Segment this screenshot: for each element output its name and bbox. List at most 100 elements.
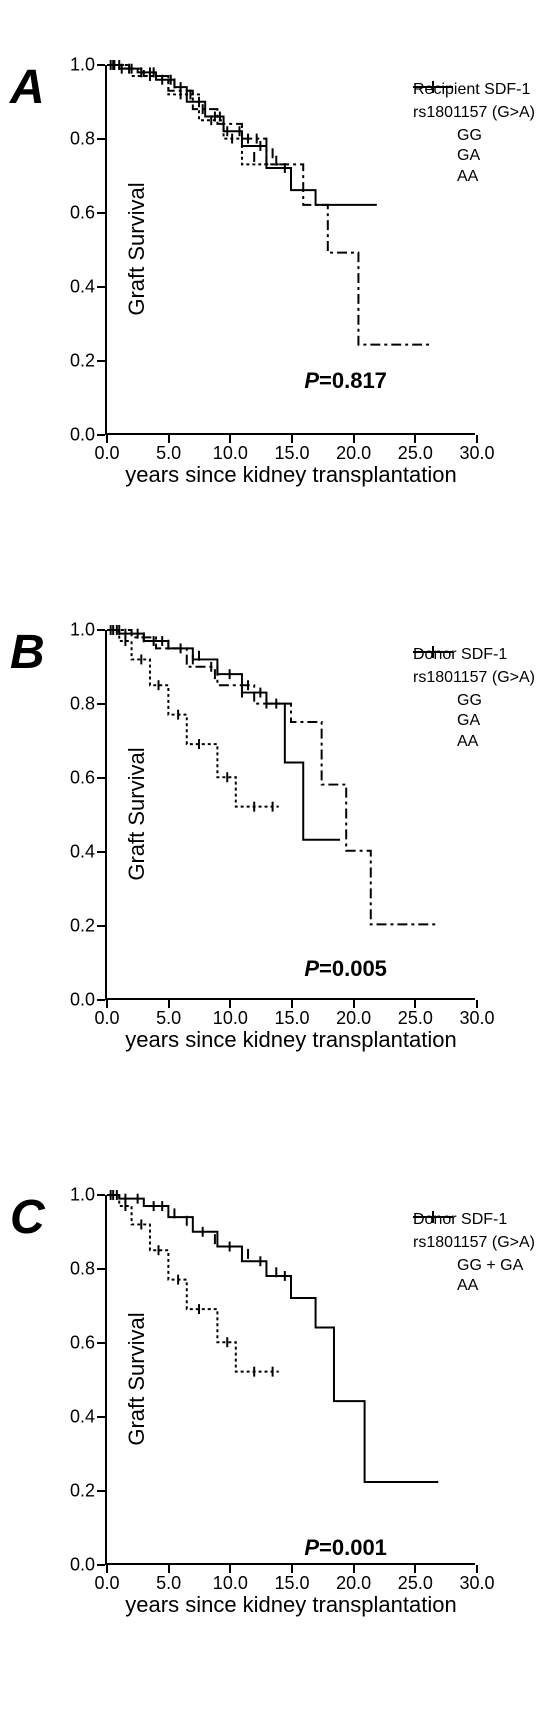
legend-row: AA [413,1276,535,1297]
panel-container: C 0.0 0.2 0.4 0.6 0.8 1.0 0.0 5.0 10.0 1… [10,1195,539,1565]
xtick-label: 5.0 [156,443,181,464]
xtick [476,435,478,443]
xtick-label: 0.0 [94,443,119,464]
xtick [291,435,293,443]
xtick-label: 0.0 [94,1573,119,1594]
ytick-label: 0.6 [70,203,95,224]
y-axis-label: Graft Survival [124,1312,150,1445]
ytick-label: 0.0 [70,425,95,446]
ytick-label: 0.0 [70,1555,95,1576]
panel-container: A 0.0 0.2 0.4 0.6 0.8 1.0 0.0 5.0 10.0 1… [10,65,539,435]
series-AA [107,65,279,164]
ytick [97,434,105,436]
ytick-label: 0.8 [70,129,95,150]
x-axis-label: years since kidney transplantation [125,1027,456,1053]
xtick-label: 25.0 [398,443,433,464]
panel-C: C 0.0 0.2 0.4 0.6 0.8 1.0 0.0 5.0 10.0 1… [10,1195,539,1705]
ytick [97,1490,105,1492]
y-axis-label: Graft Survival [124,182,150,315]
x-axis-label: years since kidney transplantation [125,1592,456,1618]
xtick [168,435,170,443]
legend: Recipient SDF-1 rs1801157 (G>A) GG GA AA [413,80,535,188]
xtick [353,1000,355,1008]
xtick-label: 10.0 [213,443,248,464]
legend: Donor SDF-1 rs1801157 (G>A) GG + GA AA [413,1210,535,1297]
xtick-label: 20.0 [336,1573,371,1594]
xtick [414,1565,416,1573]
ytick [97,212,105,214]
ytick-label: 0.8 [70,694,95,715]
xtick-label: 30.0 [459,1573,494,1594]
series-GA [107,65,432,345]
ytick-label: 0.2 [70,916,95,937]
xtick [291,1000,293,1008]
xtick-label: 20.0 [336,443,371,464]
figure-root: A 0.0 0.2 0.4 0.6 0.8 1.0 0.0 5.0 10.0 1… [10,65,539,1705]
series-GA [107,630,438,924]
xtick [414,435,416,443]
legend-row: AA [413,167,535,188]
xtick-label: 15.0 [274,1573,309,1594]
ytick-label: 0.2 [70,351,95,372]
xtick [476,1565,478,1573]
p-value: P=0.005 [304,956,387,982]
xtick [106,1000,108,1008]
ytick [97,1194,105,1196]
ytick-label: 1.0 [70,620,95,641]
plot-area: 0.0 0.2 0.4 0.6 0.8 1.0 0.0 5.0 10.0 15.… [105,630,475,1000]
ytick [97,360,105,362]
y-axis-label: Graft Survival [124,747,150,880]
ytick [97,1416,105,1418]
xtick [229,1000,231,1008]
legend-row: AA [413,732,535,753]
xtick [291,1565,293,1573]
ytick-label: 0.4 [70,1407,95,1428]
ytick [97,777,105,779]
ytick [97,629,105,631]
xtick [353,435,355,443]
ytick-label: 0.6 [70,1333,95,1354]
legend-swatch-icon [413,736,453,750]
plot-area: 0.0 0.2 0.4 0.6 0.8 1.0 0.0 5.0 10.0 15.… [105,1195,475,1565]
xtick [106,1565,108,1573]
xtick [476,1000,478,1008]
ytick [97,851,105,853]
ytick-label: 1.0 [70,55,95,76]
panel-label: A [10,60,45,115]
ytick [97,286,105,288]
xtick [229,1565,231,1573]
xtick [106,435,108,443]
legend-swatch-icon [413,171,453,185]
p-value: P=0.817 [304,368,387,394]
xtick [414,1000,416,1008]
xtick [168,1565,170,1573]
ytick-label: 0.4 [70,277,95,298]
ytick-label: 0.0 [70,990,95,1011]
xtick-label: 15.0 [274,443,309,464]
xtick-label: 25.0 [398,1008,433,1029]
ytick-label: 0.4 [70,842,95,863]
xtick-label: 30.0 [459,1008,494,1029]
panel-B: B 0.0 0.2 0.4 0.6 0.8 1.0 0.0 5.0 10.0 1… [10,630,539,1140]
xtick [229,435,231,443]
xtick-label: 10.0 [213,1008,248,1029]
panel-A: A 0.0 0.2 0.4 0.6 0.8 1.0 0.0 5.0 10.0 1… [10,65,539,575]
xtick-label: 30.0 [459,443,494,464]
ytick [97,925,105,927]
ytick-label: 0.8 [70,1259,95,1280]
p-value: P=0.001 [304,1535,387,1561]
xtick-label: 0.0 [94,1008,119,1029]
xtick-label: 20.0 [336,1008,371,1029]
ytick [97,1268,105,1270]
xtick [168,1000,170,1008]
ytick-label: 1.0 [70,1185,95,1206]
ytick [97,64,105,66]
ytick [97,999,105,1001]
xtick-label: 10.0 [213,1573,248,1594]
x-axis-label: years since kidney transplantation [125,462,456,488]
ytick [97,1342,105,1344]
plot-area: 0.0 0.2 0.4 0.6 0.8 1.0 0.0 5.0 10.0 15.… [105,65,475,435]
xtick-label: 15.0 [274,1008,309,1029]
xtick-label: 5.0 [156,1008,181,1029]
series-GG + GA [107,1195,438,1482]
